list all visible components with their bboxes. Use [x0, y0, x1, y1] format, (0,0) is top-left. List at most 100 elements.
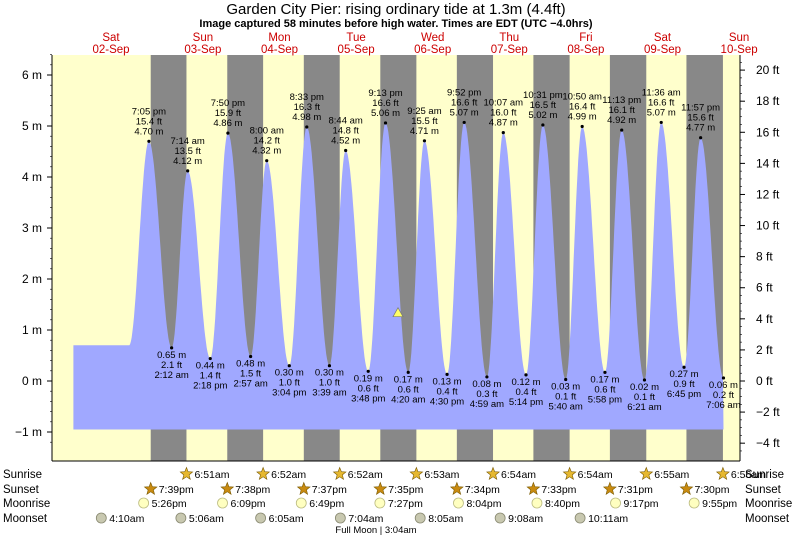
- high-tide-metres: 4.86 m: [213, 118, 242, 129]
- low-tide-metres: 0.44 m: [196, 361, 225, 372]
- moonrise-icon: [453, 497, 464, 509]
- right-tick-label: 20 ft: [756, 63, 780, 77]
- low-tide-point: [642, 378, 647, 382]
- moonset-time: 10:11am: [588, 513, 628, 525]
- moonset-row-label-left: Moonset: [3, 513, 48, 525]
- high-tide-feet: 15.6 ft: [687, 113, 714, 124]
- tide-curve: [73, 122, 724, 430]
- moonrise-time: 9:17pm: [624, 498, 659, 510]
- high-tide-feet: 14.2 ft: [254, 136, 281, 147]
- moonset-icon: [334, 512, 346, 524]
- high-tide-metres: 5.07 m: [647, 107, 676, 118]
- high-tide-point: [265, 159, 269, 163]
- sunrise-icon: [332, 466, 347, 480]
- chart-subtitle: Image captured 58 minutes before high wa…: [199, 18, 593, 30]
- high-tide-feet: 16.4 ft: [569, 102, 596, 113]
- right-tick-label: 0 ft: [756, 374, 773, 388]
- low-tide-time: 3:04 pm: [272, 388, 306, 399]
- left-tick-label: 2 m: [22, 272, 42, 286]
- day-date: 09‐Sep: [644, 44, 681, 56]
- sunrise-icon: [409, 466, 424, 480]
- low-tide-point: [406, 370, 410, 374]
- low-tide-point: [366, 369, 370, 373]
- sunrise-time: 6:54am: [501, 469, 536, 481]
- day-date: 06‐Sep: [414, 44, 451, 56]
- low-tide-point: [249, 354, 253, 359]
- sunrise-icon: [179, 466, 194, 480]
- low-tide-feet: 0.1 ft: [634, 392, 655, 403]
- high-tide-feet: 15.5 ft: [411, 116, 438, 127]
- moonrise-icon: [531, 497, 543, 509]
- high-tide-time: 7:50 pm: [211, 98, 245, 109]
- high-tide-time: 7:05 pm: [132, 106, 166, 117]
- low-tide-point: [721, 376, 726, 380]
- low-tide-point: [603, 370, 607, 374]
- right-tick-label: −2 ft: [756, 405, 780, 419]
- low-tide-metres: 0.17 m: [394, 374, 423, 385]
- moon-phase-label: Full Moon | 3:04am: [335, 525, 416, 536]
- high-tide-metres: 4.77 m: [686, 123, 715, 134]
- high-tide-metres: 5.07 m: [450, 107, 479, 118]
- high-tide-point: [620, 128, 624, 132]
- low-tide-labels: 0.65 m2.1 ft2:12 am 0.44 m1.4 ft2:18 pm 0.…: [154, 346, 741, 413]
- high-tide-point: [305, 125, 309, 129]
- sunset-icon: [449, 481, 464, 495]
- low-tide-feet: 0.9 ft: [673, 379, 694, 390]
- moonrise-icon: [217, 497, 228, 509]
- day-name: Wed: [421, 32, 444, 44]
- high-tide-feet: 16.5 ft: [530, 100, 557, 111]
- high-tide-point: [226, 131, 230, 135]
- low-tide-feet: 1.0 ft: [279, 378, 300, 389]
- sunrise-time: 6:52am: [348, 469, 383, 481]
- tide-area: [73, 122, 724, 430]
- sunset-time: 7:30pm: [694, 484, 729, 496]
- moonset-icon: [414, 512, 426, 524]
- high-tide-time: 7:14 am: [171, 136, 205, 147]
- day-name: Fri: [579, 32, 592, 44]
- sunset-time: 7:38pm: [235, 484, 270, 496]
- sunrise-time: 6:56am: [731, 469, 766, 481]
- right-tick-label: 14 ft: [756, 156, 780, 170]
- moonrise-time: 6:49pm: [309, 498, 344, 510]
- low-tide-point: [287, 364, 291, 368]
- right-tick-label: −4 ft: [756, 436, 780, 450]
- sunset-time: 7:37pm: [312, 484, 347, 496]
- low-tide-feet: 0.6 ft: [358, 383, 379, 394]
- high-tide-time: 10:07 am: [483, 98, 523, 109]
- sunrise-time: 6:54am: [578, 469, 613, 481]
- day-name: Sat: [102, 32, 120, 44]
- high-tide-time: 10:50 am: [562, 92, 602, 103]
- moonset-time: 7:04am: [348, 513, 383, 525]
- left-tick-label: 4 m: [22, 170, 42, 184]
- moonset-time: 8:05am: [428, 513, 463, 525]
- high-tide-point: [699, 136, 703, 140]
- low-tide-time: 6:21 am: [627, 402, 661, 413]
- low-tide-feet: 0.4 ft: [437, 386, 458, 397]
- sunrise-icon: [715, 466, 730, 480]
- low-tide-feet: 0.2 ft: [713, 390, 734, 401]
- low-tide-time: 5:40 am: [549, 401, 583, 412]
- moonset-icon: [95, 512, 107, 524]
- day-date: 02‐Sep: [92, 44, 129, 56]
- sunrise-time: 6:53am: [424, 469, 459, 481]
- high-tide-metres: 4.70 m: [134, 126, 163, 137]
- high-tide-time: 11:57 pm: [681, 103, 720, 114]
- high-tide-point: [147, 139, 151, 143]
- high-tide-feet: 13.5 ft: [174, 146, 201, 157]
- high-tide-metres: 5.06 m: [371, 108, 400, 119]
- high-tide-point: [462, 120, 466, 125]
- moonrise-time: 7:27pm: [388, 498, 423, 510]
- high-tide-time: 11:13 pm: [602, 95, 641, 106]
- high-tide-time: 9:13 pm: [368, 88, 402, 99]
- moonset-icon: [574, 512, 586, 524]
- low-tide-feet: 0.6 ft: [398, 384, 419, 395]
- moonrise-time: 9:55pm: [702, 498, 737, 510]
- day-date: 10‐Sep: [721, 44, 758, 56]
- sunrise-icon: [639, 466, 654, 480]
- low-tide-metres: 0.30 m: [315, 368, 344, 379]
- sunset-icon: [679, 481, 694, 495]
- high-tide-point: [383, 121, 388, 125]
- high-tide-metres: 4.98 m: [292, 112, 321, 123]
- low-tide-feet: 0.4 ft: [515, 387, 536, 398]
